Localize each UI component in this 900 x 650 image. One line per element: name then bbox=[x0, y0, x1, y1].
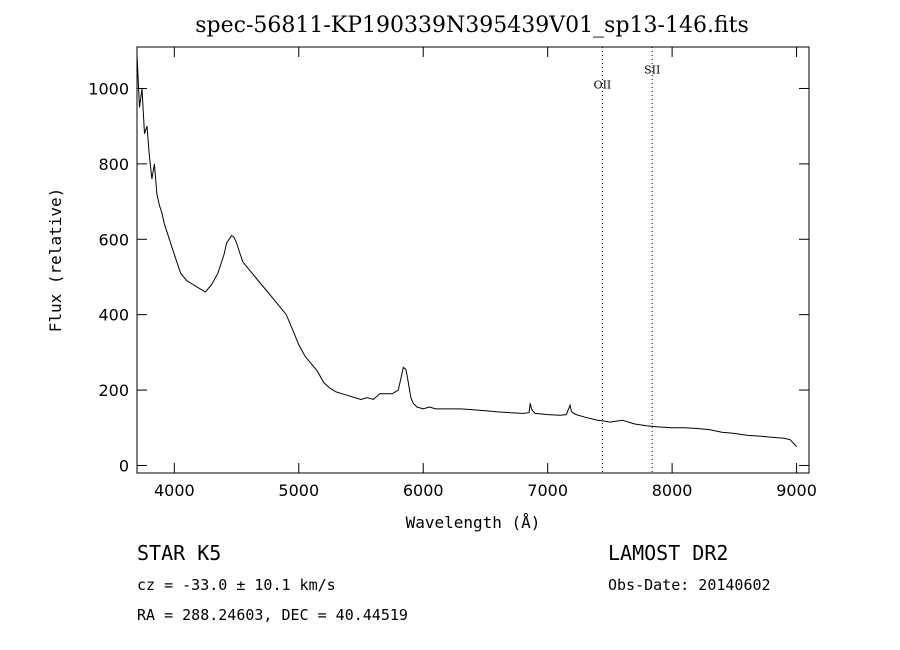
x-tick-label: 8000 bbox=[652, 481, 693, 500]
spectrum-line bbox=[136, 54, 797, 447]
annotation-label: OII bbox=[594, 78, 612, 91]
y-tick-label: 600 bbox=[98, 230, 129, 249]
y-axis-label: Flux (relative) bbox=[46, 188, 65, 333]
redshift-info: cz = -33.0 ± 10.1 km/s bbox=[137, 576, 336, 594]
x-tick-label: 6000 bbox=[403, 481, 444, 500]
y-tick-label: 800 bbox=[98, 155, 129, 174]
obs-date: Obs-Date: 20140602 bbox=[608, 576, 771, 594]
y-tick-label: 0 bbox=[119, 456, 129, 475]
survey-name: LAMOST DR2 bbox=[608, 541, 729, 565]
y-tick-label: 400 bbox=[98, 306, 129, 325]
x-tick-label: 9000 bbox=[776, 481, 817, 500]
y-tick-label: 1000 bbox=[88, 79, 129, 98]
x-tick-label: 7000 bbox=[527, 481, 568, 500]
annotations: OII SII bbox=[594, 47, 660, 473]
y-tick-label: 200 bbox=[98, 381, 129, 400]
object-class: STAR K5 bbox=[137, 541, 222, 565]
x-tick-label: 5000 bbox=[278, 481, 319, 500]
x-tick-label: 4000 bbox=[154, 481, 195, 500]
chart-title: spec-56811-KP190339N395439V01_sp13-146.f… bbox=[195, 13, 749, 38]
axis-ticks: 4000 5000 6000 7000 8000 9000 0 200 400 600 800 100… bbox=[88, 47, 817, 500]
x-axis-label: Wavelength (Å) bbox=[406, 513, 541, 532]
plot-frame bbox=[136, 46, 810, 474]
spectrum-chart: spec-56811-KP190339N395439V01_sp13-146.f… bbox=[46, 13, 817, 532]
annotation-label: SII bbox=[644, 63, 660, 76]
coordinates: RA = 288.24603, DEC = 40.44519 bbox=[137, 606, 408, 624]
series-layer bbox=[136, 54, 797, 447]
